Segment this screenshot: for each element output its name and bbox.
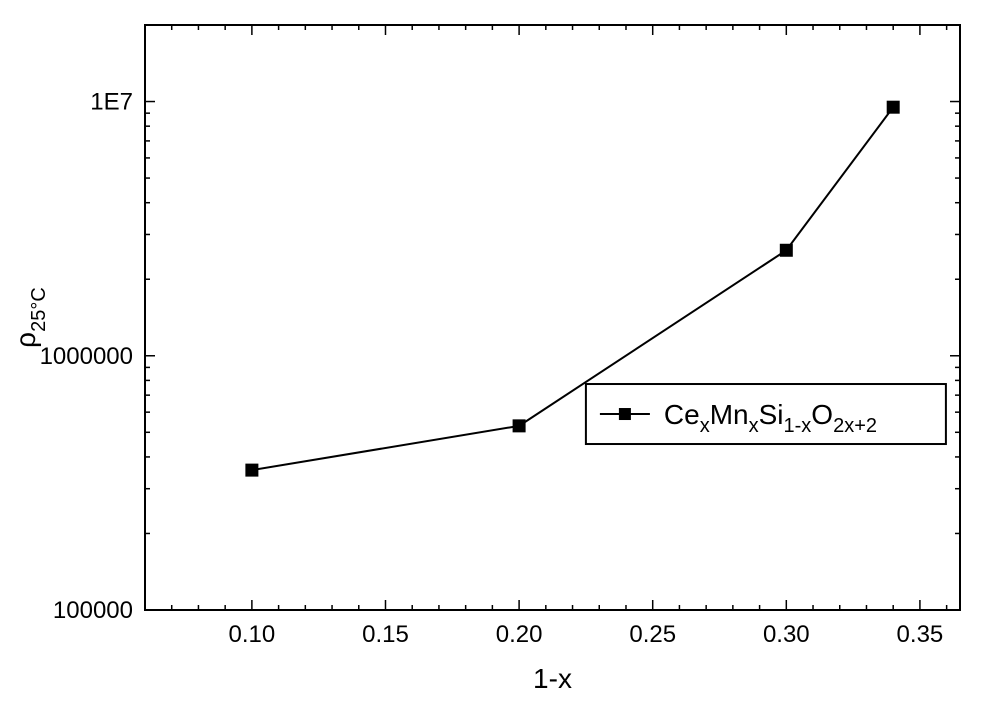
x-axis-label: 1-x [533, 663, 572, 694]
x-tick-label: 0.10 [229, 621, 276, 648]
x-tick-label: 0.20 [496, 621, 543, 648]
x-tick-label: 0.30 [763, 621, 810, 648]
series-marker [780, 244, 792, 256]
series-marker [246, 464, 258, 476]
x-tick-label: 0.15 [362, 621, 409, 648]
y-tick-label: 100000 [53, 597, 133, 624]
chart-svg: 0.10 0.15 0.20 0.25 0.30 0.35 1-x 100000 1000000… [0, 0, 1000, 716]
x-tick-label: 0.25 [629, 621, 676, 648]
x-tick-label: 0.35 [897, 621, 944, 648]
series-marker [887, 101, 899, 113]
y-tick-label: 1000000 [40, 343, 133, 370]
series-marker [513, 420, 525, 432]
chart-container: 0.10 0.15 0.20 0.25 0.30 0.35 1-x 100000 1000000… [0, 0, 1000, 716]
y-tick-label: 1E7 [90, 89, 133, 116]
legend-sample-marker [619, 408, 631, 420]
